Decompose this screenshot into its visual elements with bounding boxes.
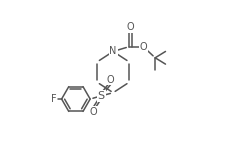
Text: O: O <box>126 22 134 32</box>
Text: O: O <box>107 75 114 85</box>
Text: O: O <box>90 107 98 117</box>
Text: O: O <box>140 42 147 52</box>
Text: S: S <box>98 91 105 101</box>
Text: N: N <box>109 46 117 56</box>
Text: F: F <box>51 94 57 104</box>
